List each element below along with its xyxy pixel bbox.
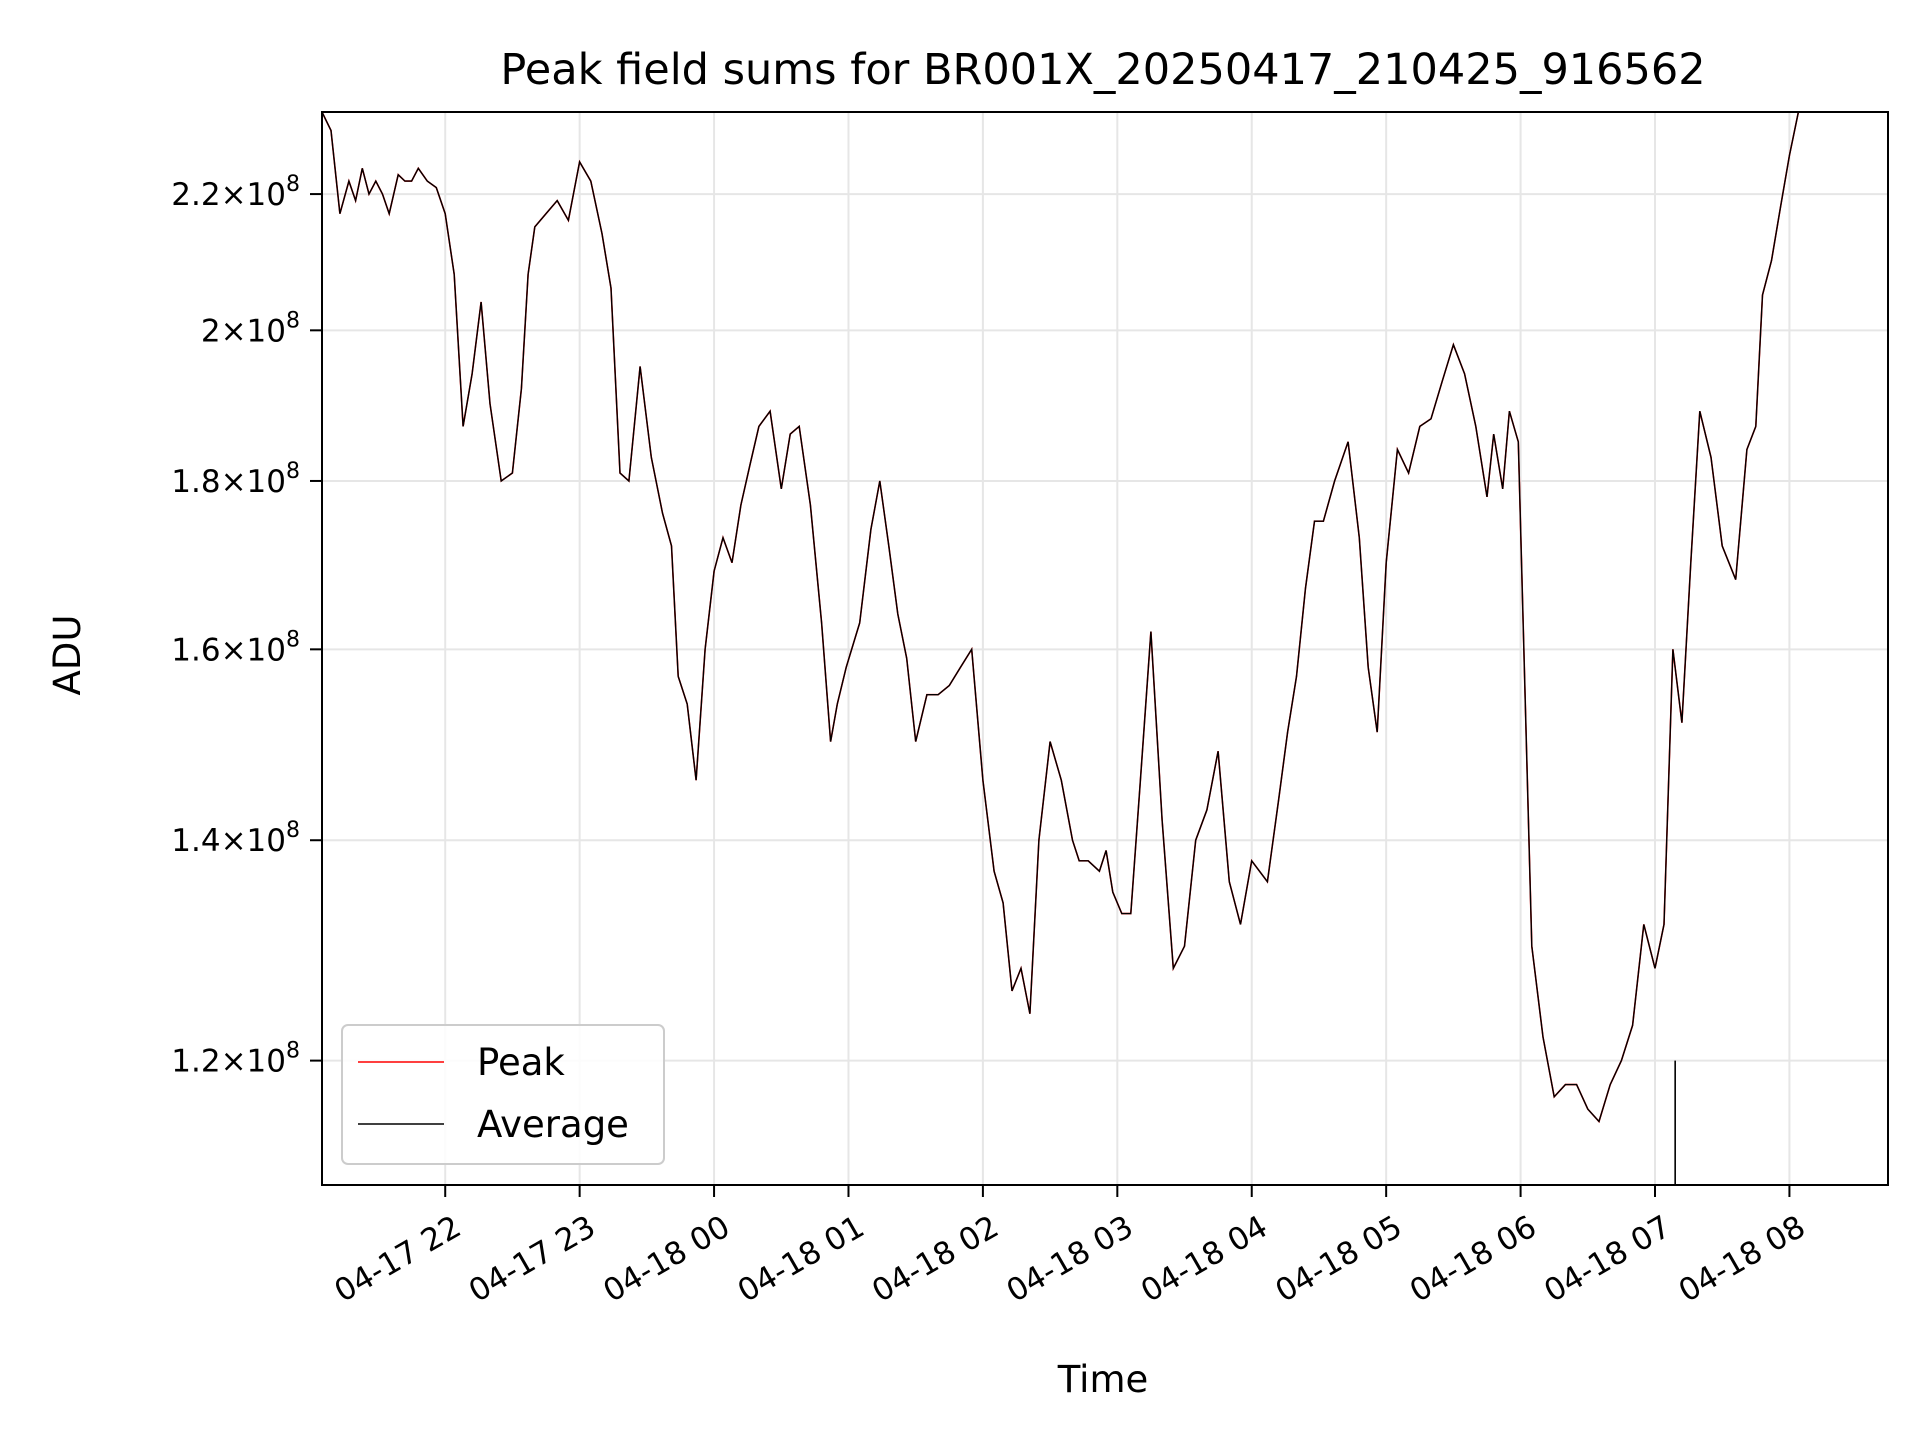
y-tick-mantissa: 1.8	[171, 464, 220, 500]
y-tick-times: ×10	[221, 177, 286, 213]
y-tick-times: ×10	[221, 313, 286, 349]
y-tick-label: 2×108	[201, 308, 300, 349]
y-tick-label: 1.4×108	[171, 818, 300, 859]
y-tick-label: 1.8×108	[171, 459, 300, 500]
y-tick-mantissa: 1.2	[171, 1044, 220, 1080]
y-tick-times: ×10	[221, 1044, 286, 1080]
grid	[322, 112, 1888, 1185]
y-tick-exponent: 8	[286, 818, 300, 843]
y-tick-exponent: 8	[286, 172, 300, 197]
y-tick-times: ×10	[221, 464, 286, 500]
y-tick-mantissa: 1.4	[171, 823, 220, 859]
y-tick-times: ×10	[221, 823, 286, 859]
plot-area	[322, 112, 1808, 1185]
chart-title: Peak field sums for BR001X_20250417_2104…	[500, 45, 1705, 95]
legend-label-peak: Peak	[477, 1041, 565, 1084]
y-tick-label: 1.6×108	[171, 627, 300, 668]
series-line-average	[322, 112, 1808, 1123]
y-tick-exponent: 8	[286, 308, 300, 333]
y-tick-mantissa: 2	[201, 313, 221, 349]
y-tick-mantissa: 1.6	[171, 632, 220, 668]
x-axis-label: Time	[1057, 1358, 1149, 1401]
y-tick-label: 2.2×108	[171, 172, 300, 213]
legend-label-average: Average	[477, 1103, 629, 1146]
legend-box	[341, 1024, 665, 1165]
y-tick-label: 1.2×108	[171, 1039, 300, 1080]
y-tick-exponent: 8	[286, 1039, 300, 1064]
y-tick-mantissa: 2.2	[171, 177, 220, 213]
legend: Peak Average	[341, 1024, 665, 1165]
y-tick-exponent: 8	[286, 459, 300, 484]
y-tick-times: ×10	[221, 632, 286, 668]
y-tick-exponent: 8	[286, 627, 300, 652]
y-axis-label: ADU	[46, 615, 89, 696]
